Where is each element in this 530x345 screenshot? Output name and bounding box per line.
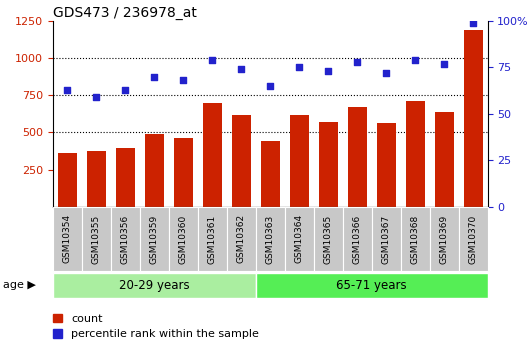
Bar [198,207,227,271]
Text: GDS473 / 236978_at: GDS473 / 236978_at [53,6,197,20]
Bar [464,30,482,207]
Point [353,59,361,65]
Text: GSM10368: GSM10368 [411,214,420,264]
Point [295,65,304,70]
Text: GSM10360: GSM10360 [179,214,188,264]
Bar [58,153,77,207]
Bar [256,273,488,298]
Bar [140,207,169,271]
Bar [174,138,193,207]
Bar [261,141,280,207]
Point [382,70,391,76]
Bar [53,273,256,298]
Bar [319,122,338,207]
Bar [53,207,82,271]
Point [208,57,217,62]
Legend: count, percentile rank within the sample: count, percentile rank within the sample [53,314,259,339]
Point [469,20,478,25]
Bar [430,207,458,271]
Bar [82,207,111,271]
Bar [256,207,285,271]
Text: GSM10354: GSM10354 [63,214,72,264]
Bar [435,112,454,207]
Text: GSM10364: GSM10364 [295,214,304,264]
Bar [145,134,164,207]
Bar [169,207,198,271]
Text: GSM10361: GSM10361 [208,214,217,264]
Point [266,83,275,89]
Point [121,87,130,92]
Bar [116,148,135,207]
Bar [401,207,430,271]
Bar [458,207,488,271]
Bar [314,207,343,271]
Point [440,61,448,66]
Point [324,68,332,74]
Bar [87,151,106,207]
Text: GSM10370: GSM10370 [469,214,478,264]
Bar [203,104,222,207]
Point [150,74,158,79]
Text: GSM10365: GSM10365 [324,214,333,264]
Text: 20-29 years: 20-29 years [119,279,190,292]
Point [237,66,245,72]
Text: GSM10366: GSM10366 [353,214,361,264]
Text: GSM10355: GSM10355 [92,214,101,264]
Bar [377,123,395,207]
Bar [111,207,140,271]
Bar [348,107,367,207]
Text: 65-71 years: 65-71 years [337,279,407,292]
Text: GSM10362: GSM10362 [237,214,246,264]
Text: GSM10369: GSM10369 [440,214,448,264]
Point [63,87,72,92]
Text: GSM10363: GSM10363 [266,214,275,264]
Bar [232,115,251,207]
Bar [227,207,256,271]
Bar [290,115,308,207]
Bar [343,207,372,271]
Text: GSM10356: GSM10356 [121,214,130,264]
Bar [406,101,425,207]
Bar [285,207,314,271]
Point [411,57,419,62]
Text: age ▶: age ▶ [3,280,36,290]
Point [92,94,101,100]
Point [179,78,188,83]
Text: GSM10367: GSM10367 [382,214,391,264]
Bar [372,207,401,271]
Text: GSM10359: GSM10359 [150,214,159,264]
